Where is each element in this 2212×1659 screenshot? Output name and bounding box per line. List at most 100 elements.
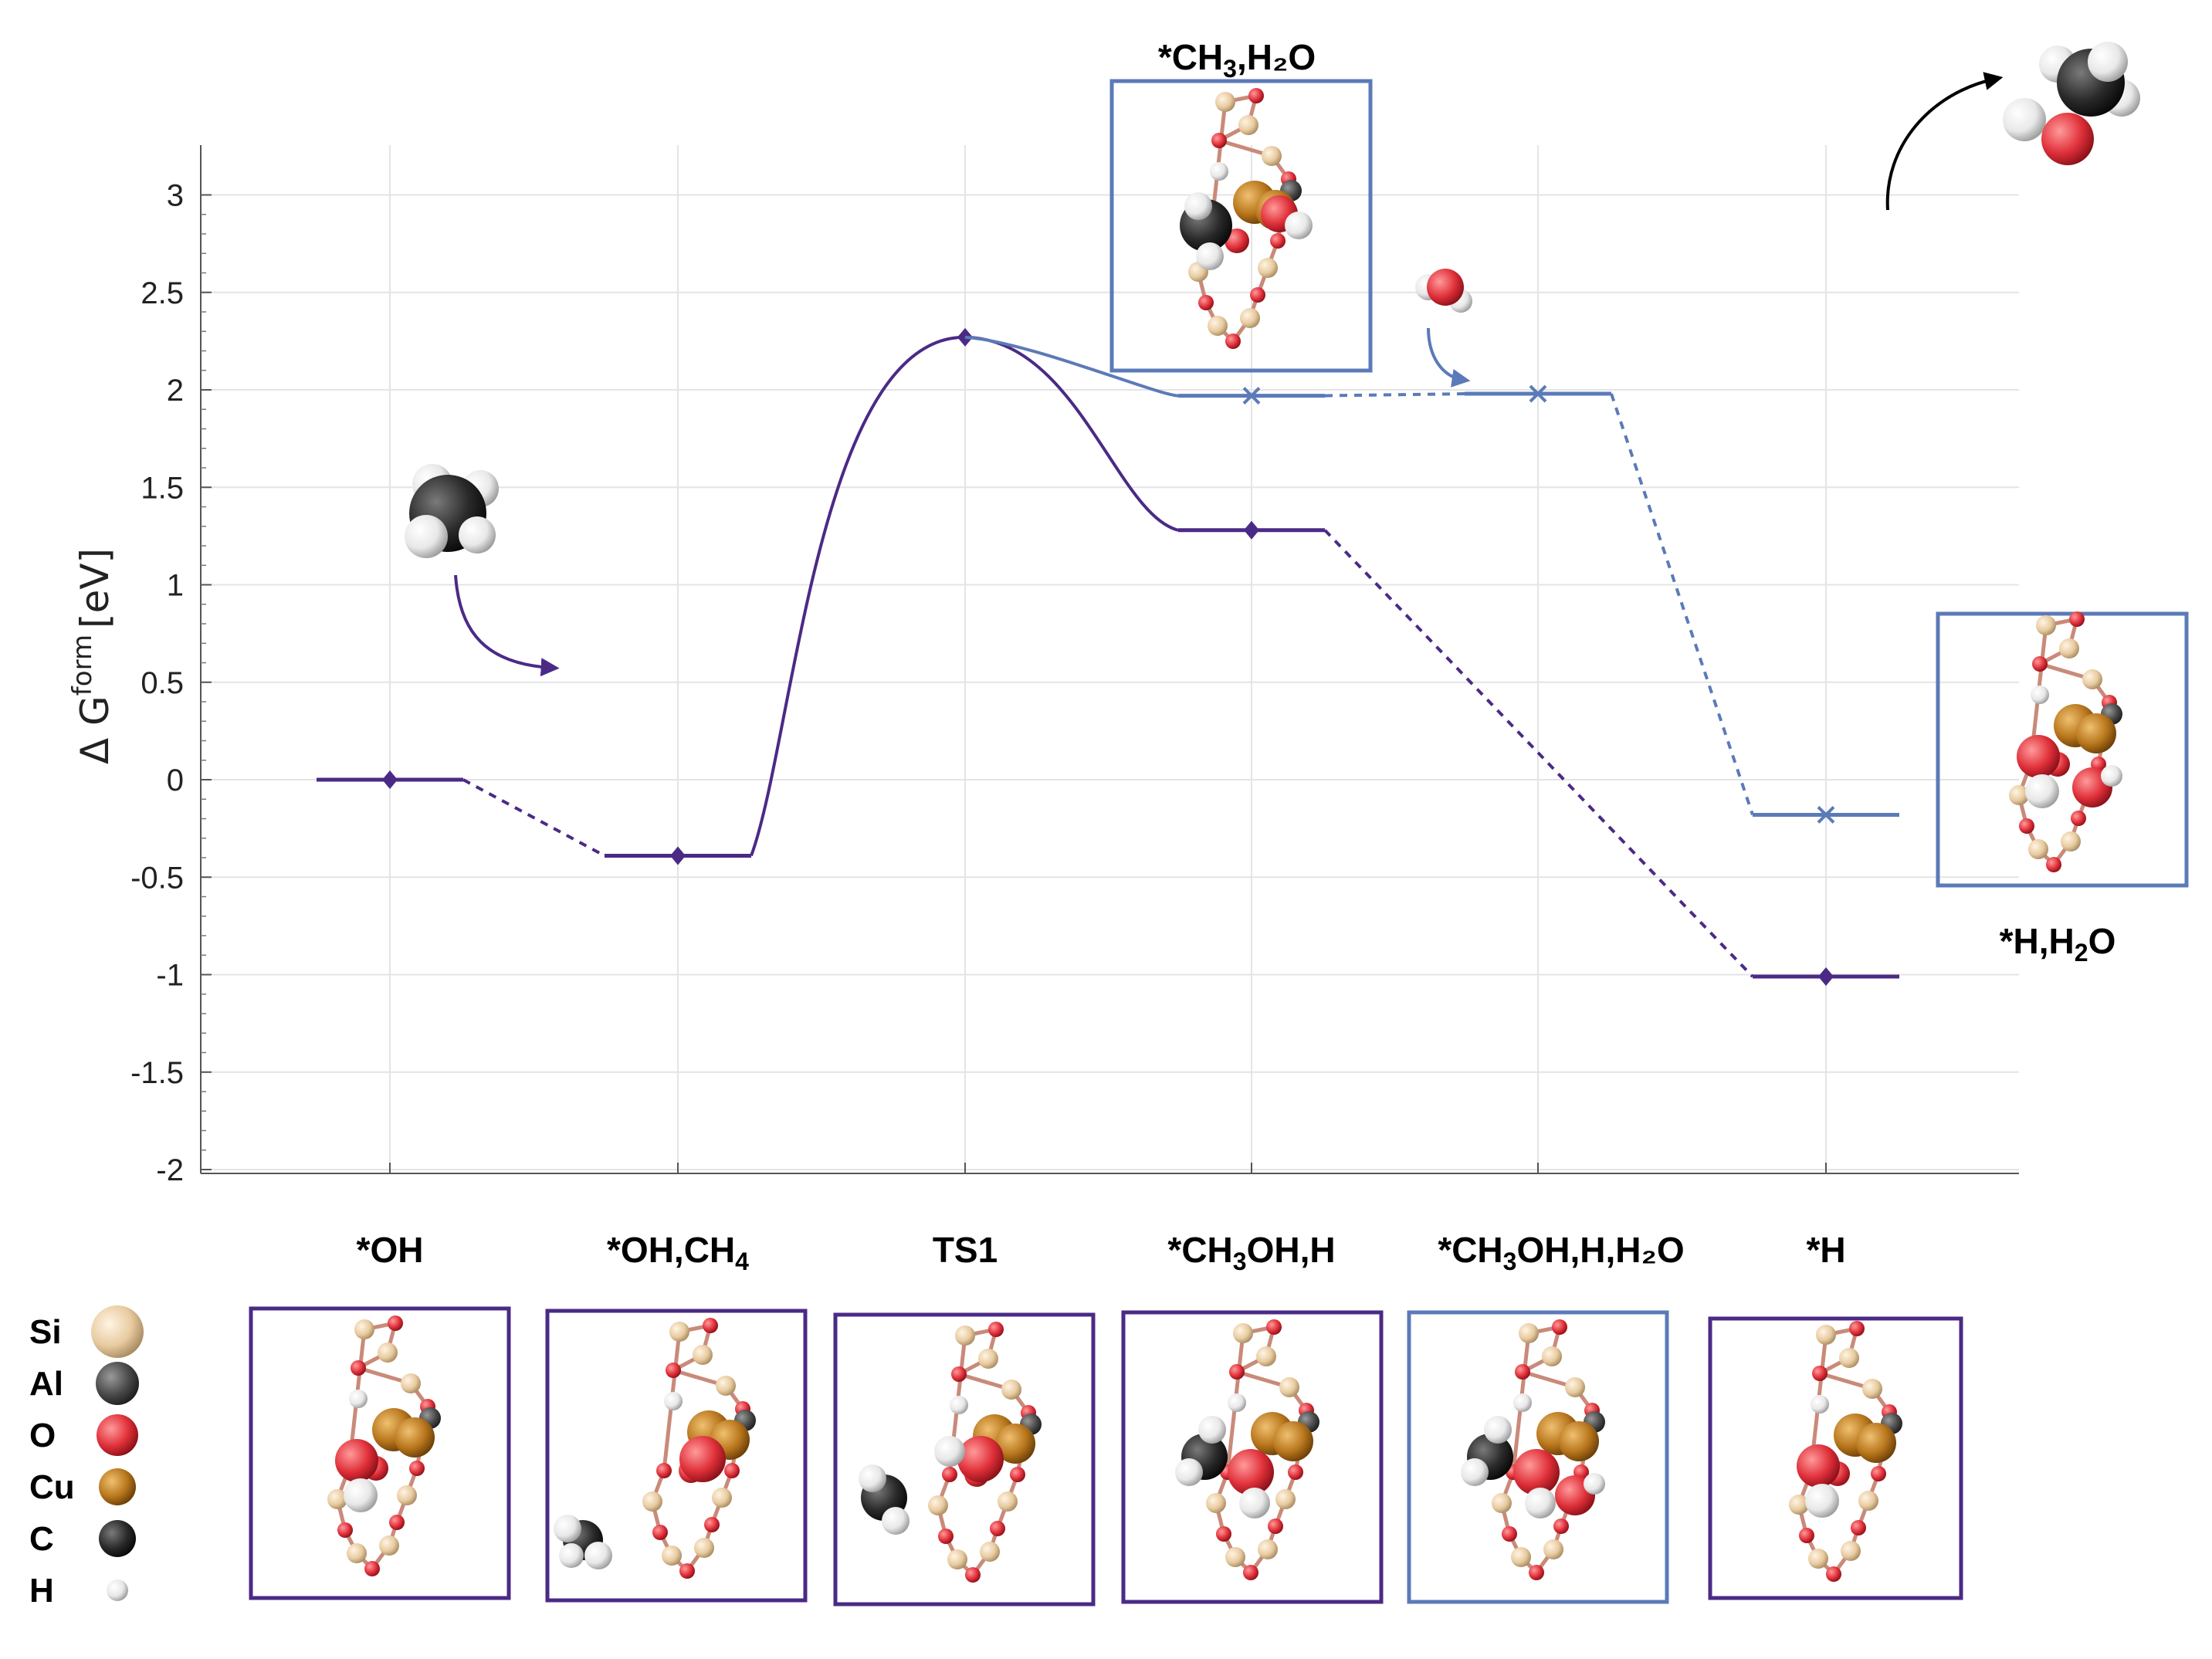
atom-si [2059, 638, 2079, 659]
structure-oh [327, 1315, 441, 1576]
atom-si [378, 1342, 398, 1363]
atom-si [327, 1489, 347, 1509]
data-point-x-stroke [1242, 387, 1261, 405]
atom-o [1797, 1444, 1840, 1488]
data-point-diamond [1244, 520, 1259, 540]
legend-atom-o [97, 1414, 138, 1456]
atom-h [1484, 1416, 1512, 1444]
state-label: TS1 [933, 1230, 998, 1270]
atom-h [1525, 1488, 1556, 1518]
legend-atom-cu [99, 1468, 136, 1505]
state-label-tail: OH,H [1247, 1230, 1336, 1270]
atom-o [1529, 1565, 1544, 1580]
atom-o [364, 1561, 380, 1576]
atom-o [2017, 735, 2060, 778]
legend-atom-al [96, 1362, 139, 1405]
atom-o [337, 1522, 353, 1538]
atom-h [1210, 162, 1228, 181]
methane-adsorption-arrow [454, 574, 560, 677]
data-point-x [1242, 387, 1261, 405]
atom-o [942, 1467, 957, 1482]
atom-o [1826, 1566, 1841, 1582]
atom-si [928, 1495, 948, 1515]
atom-h [1228, 1393, 1246, 1412]
legend-label-al: Al [29, 1365, 63, 1403]
data-point-diamond [1818, 967, 1834, 987]
atom-h [559, 1543, 584, 1568]
atom-o [1502, 1526, 1517, 1542]
y-tick-label: 0 [167, 763, 184, 797]
legend-atom-si [91, 1305, 144, 1358]
state-label-sub: 4 [735, 1248, 749, 1275]
state-label-sub: 3 [1503, 1248, 1517, 1275]
atom-cu [1559, 1421, 1599, 1461]
structure-ch3oh-h-h2o [1461, 1319, 1605, 1580]
atom-si [1262, 146, 1282, 166]
atom-si [379, 1535, 399, 1556]
atom-o [2069, 611, 2085, 627]
atom-o [1513, 1449, 1560, 1495]
x-tick-marks [389, 1163, 1827, 1173]
legend-atom-h [107, 1579, 128, 1601]
atom-o [1248, 88, 1264, 103]
state-labels: *OH *OH,CH4 TS1 *CH3OH,H *CH3OH,H,H₂O *H [357, 1230, 1846, 1275]
atom-o [1211, 133, 1227, 148]
atom-si [1279, 1377, 1299, 1397]
water-molecule-small [1415, 269, 1472, 313]
legend-label-c: C [29, 1520, 54, 1558]
atom-h [934, 1436, 965, 1467]
state-label-sub: 3 [1233, 1248, 1247, 1275]
atom-h [882, 1507, 910, 1535]
atom-si [1808, 1549, 1828, 1569]
atom-o [656, 1463, 672, 1478]
y-axis-label-unit: [eV] [73, 548, 117, 628]
atom-h [1196, 242, 1224, 270]
state-label-main: *OH,CH [607, 1230, 735, 1270]
state-label-main: TS1 [933, 1230, 998, 1270]
atom-o [1270, 233, 1286, 249]
atom-o [1515, 1364, 1530, 1380]
connector-dashed-alt [1324, 392, 1465, 398]
atom-si [347, 1543, 367, 1563]
structure-box-ts1 [833, 1312, 1096, 1607]
atom-o [990, 1521, 1005, 1536]
atom-h [2031, 686, 2049, 704]
legend-label-si: Si [29, 1313, 62, 1351]
atom-si [947, 1549, 967, 1569]
atom-si [1225, 1547, 1245, 1567]
atom-o [938, 1529, 954, 1544]
atom-o [1198, 295, 1214, 310]
legend-label-h: H [29, 1572, 54, 1610]
structure-box-ch3oh-h [1121, 1310, 1384, 1604]
atom-h [554, 1515, 581, 1542]
atom-o [951, 1366, 967, 1382]
y-tick-label: -1.5 [130, 1056, 184, 1090]
atom-si [1492, 1493, 1512, 1513]
atom-cu [1856, 1423, 1896, 1463]
y-tick-label: -0.5 [130, 861, 184, 895]
data-point-x [1529, 384, 1547, 403]
connector-dashed [1323, 529, 1754, 978]
state-label-main: *CH [1438, 1230, 1502, 1270]
atom-o [1225, 333, 1241, 349]
atom-si [1206, 1493, 1226, 1513]
atom-o [1849, 1321, 1865, 1336]
atom-h [1513, 1393, 1532, 1412]
series-main [317, 327, 1899, 987]
y-tick-label: 1 [167, 569, 184, 603]
connector-dashed-alt [1610, 393, 1754, 816]
state-label-main: *H [1806, 1230, 1845, 1270]
atom-si [1511, 1547, 1531, 1567]
atom-si [354, 1319, 374, 1339]
atom-si [1238, 115, 1258, 135]
atom-si [1208, 316, 1228, 336]
y-tick-label: 3 [167, 179, 184, 213]
energy-profile [317, 327, 1899, 987]
atom-o [988, 1322, 1004, 1337]
atom-o [1288, 1464, 1303, 1480]
atom-h [2025, 774, 2059, 808]
atom-o [703, 1318, 718, 1333]
atom-si [1542, 1346, 1562, 1366]
atom-si [1543, 1539, 1563, 1559]
atom-o [965, 1567, 981, 1583]
